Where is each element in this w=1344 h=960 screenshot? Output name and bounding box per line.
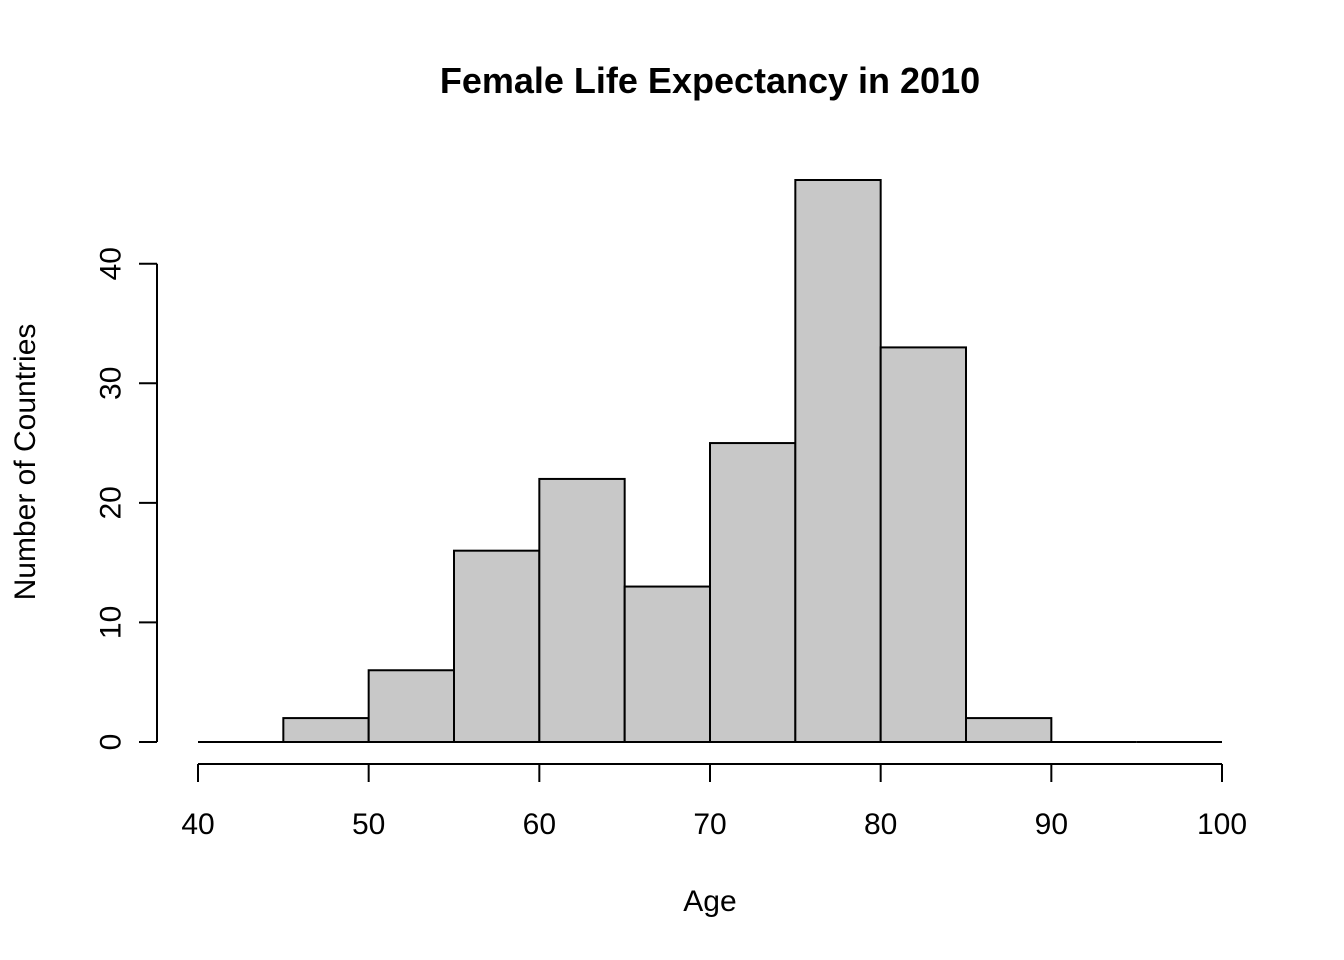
x-tick-label: 80 [864,808,897,841]
x-tick-label: 50 [352,808,385,841]
y-tick-label: 40 [95,247,128,280]
histogram-bar [709,442,797,743]
histogram-bar [965,717,1053,743]
y-axis: 0 10 20 30 40 [95,247,158,750]
histogram-bar [453,549,541,743]
y-tick-label: 20 [95,486,128,519]
y-tick-label: 30 [95,367,128,400]
y-tick-label: 10 [95,606,128,639]
y-axis-label: Number of Countries [9,324,42,601]
histogram-bar [794,179,882,743]
histogram-bar [538,477,626,743]
bars-group [198,179,1222,743]
x-axis: 40 50 60 70 80 90 100 [181,763,1247,841]
x-tick-label: 40 [181,808,214,841]
histogram-bar [367,669,455,743]
histogram-bar [623,585,712,743]
histogram-bar [879,346,968,743]
x-tick-label: 100 [1197,808,1247,841]
x-tick-label: 90 [1035,808,1068,841]
y-tick-label: 0 [95,734,128,751]
x-tick-label: 70 [693,808,726,841]
x-axis-label: Age [683,885,736,918]
chart-title: Female Life Expectancy in 2010 [440,60,980,101]
histogram-bar [282,717,370,743]
x-tick-label: 60 [523,808,556,841]
